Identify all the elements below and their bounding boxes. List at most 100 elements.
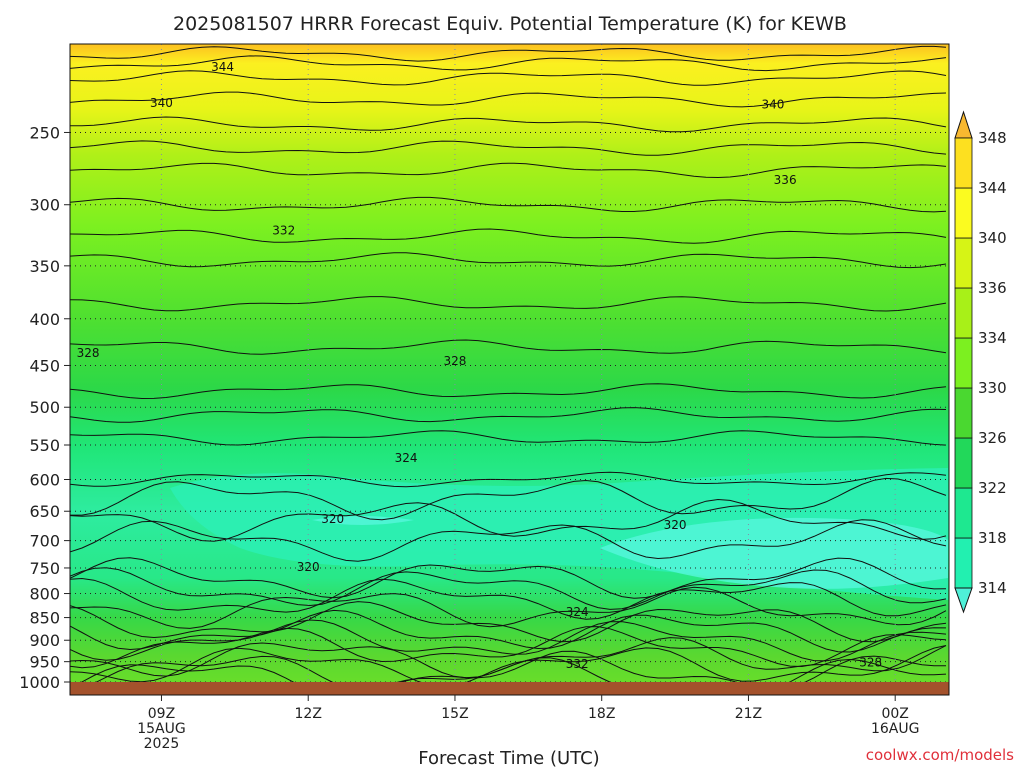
contour-line [70,557,947,599]
colorbar-label: 348 [978,129,1007,147]
ground-strip [70,682,949,695]
contour-label: 328 [444,354,467,368]
colorbar: 314 318 322 326 330 334 336 340 344 348 [954,110,1007,614]
y-tick-label: 750 [29,559,60,578]
cold-pocket-2 [600,517,948,589]
credit-label: coolwx.com/models [866,746,1014,764]
y-tick-label: 550 [29,436,60,455]
x-tick-label: 15AUG [137,721,186,737]
chart-title: 2025081507 HRRR Forecast Equiv. Potentia… [173,13,847,35]
contour-label: 332 [272,223,295,237]
contour-label: 328 [77,346,100,360]
colorbar-label: 344 [978,179,1007,197]
contour-label: 320 [321,512,344,526]
x-tick-label: 09Z [148,706,175,722]
contour-label: 320 [664,518,687,532]
colorbar-label: 336 [978,279,1007,297]
contour-line [70,567,947,610]
contour-line [70,657,947,695]
x-tick-label: 15Z [441,706,468,722]
colorbar-segment [954,387,973,439]
y-axis: 250 300 350 400 450 500 550 600 650 700 750 800 850 9… [19,123,70,692]
contour-line [70,609,947,653]
contour-label: 328 [859,656,882,670]
y-tick-label: 500 [29,398,60,417]
contour-line [70,91,947,108]
contour-line [70,55,947,72]
contour-line [70,252,947,269]
contour-line [70,407,947,423]
y-tick-label: 350 [29,257,60,276]
x-tick-label: 16AUG [871,721,920,737]
contour-line [70,162,947,179]
contour-label: 320 [297,560,320,574]
x-tick-label: 00Z [881,706,908,722]
x-tick-label: 21Z [735,706,762,722]
y-tick-label: 600 [29,471,60,490]
contour-labels: 344 340 340 336 332 328 328 324 320 320 320 324 332 3… [77,60,883,671]
contour-line [70,601,947,643]
x-tick-label: 18Z [588,706,615,722]
contour-line [70,498,947,542]
cold-pocket-3 [312,516,414,525]
contour-line [70,140,947,156]
contour-line [70,116,947,133]
colorbar-label: 314 [978,579,1007,597]
y-tick-label: 450 [29,356,60,375]
field-background [70,44,949,695]
contour-line [70,228,947,244]
contour-label: 340 [761,98,784,112]
y-tick-label: 800 [29,585,60,604]
plot-area [70,44,949,695]
colorbar-segment [954,237,973,289]
colorbar-segment [954,537,973,589]
contour-label: 336 [774,173,797,187]
y-tick-label: 1000 [19,673,60,692]
y-tick-label: 950 [29,653,60,672]
x-tick-label: 2025 [144,736,180,752]
y-tick-label: 250 [29,123,60,142]
contour-label: 340 [150,96,173,110]
contour-lines [70,45,947,695]
contour-line [70,577,947,620]
y-tick-label: 400 [29,310,60,329]
contour-line [70,45,947,62]
contour-line [70,619,947,662]
contour-line [70,477,947,521]
contour-label: 332 [566,657,589,671]
colorbar-segment [954,437,973,489]
contour-line [70,383,947,400]
contour-line [70,339,947,355]
colorbar-label: 326 [978,429,1007,447]
y-tick-label: 900 [29,631,60,650]
contour-line [70,296,947,312]
contour-label: 324 [566,605,589,619]
colorbar-label: 330 [978,379,1007,397]
colorbar-label: 334 [978,329,1007,347]
colorbar-label: 340 [978,229,1007,247]
contour-label: 324 [395,451,418,465]
contour-line [70,626,947,669]
colorbar-segment [954,187,973,239]
y-tick-label: 700 [29,532,60,551]
x-axis-title: Forecast Time (UTC) [418,748,599,768]
y-tick-label: 850 [29,609,60,628]
contour-line [70,519,947,562]
contour-line [70,645,947,688]
plot-frame [69,43,950,696]
contour-label: 344 [211,60,234,74]
contour-line [70,471,947,488]
colorbar-label: 322 [978,479,1007,497]
colorbar-bottom-arrow [954,587,973,614]
colorbar-segment [954,487,973,539]
colorbar-label: 318 [978,529,1007,547]
contour-line [70,196,947,213]
contour-line [70,430,947,446]
y-tick-label: 300 [29,196,60,215]
colorbar-segment [954,137,973,189]
colorbar-segment [954,287,973,339]
colorbar-top-arrow [954,110,973,139]
y-tick-label: 650 [29,502,60,521]
